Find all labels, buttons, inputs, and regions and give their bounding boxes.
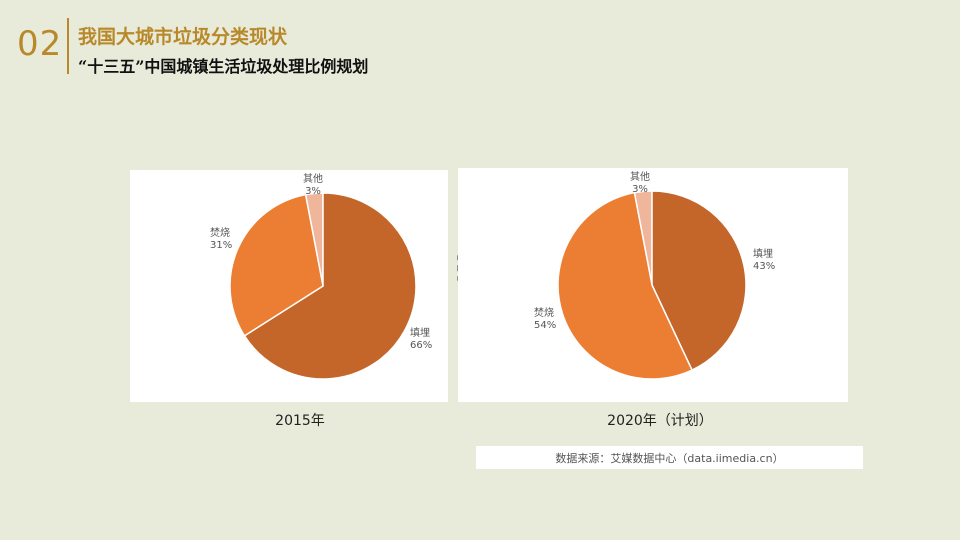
slice-label-焚烧: 焚烧 xyxy=(534,306,554,319)
slice-value-其他: 3% xyxy=(305,186,321,197)
pie-slice-填埋 xyxy=(651,190,747,372)
title-divider xyxy=(67,18,69,74)
chart-caption-2015: 2015年 xyxy=(275,413,325,429)
slice-value-其他: 3% xyxy=(632,184,648,195)
slide-number: 02 xyxy=(17,24,63,64)
page-title: 我国大城市垃圾分类现状 xyxy=(78,26,288,48)
page-subtitle: “十三五”中国城镇生活垃圾处理比例规划 xyxy=(78,57,369,76)
slice-value-填埋: 43% xyxy=(753,261,775,272)
chart-caption-2020: 2020年（计划） xyxy=(607,413,713,429)
slice-label-焚烧: 焚烧 xyxy=(210,226,230,239)
data-source-note: 数据来源：艾媒数据中心（data.iimedia.cn） xyxy=(476,446,863,469)
slice-label-填埋: 填埋 xyxy=(753,247,773,260)
pie-slice-焚烧 xyxy=(557,191,694,380)
slice-label-其他: 其他 xyxy=(630,170,650,183)
chart-panel-2020: 其他 3% 填埋 43% 焚烧 54% xyxy=(458,168,848,402)
slice-label-其他: 其他 xyxy=(303,172,323,185)
slice-value-焚烧: 54% xyxy=(534,320,556,331)
slice-value-焚烧: 31% xyxy=(210,240,232,251)
slice-value-填埋: 66% xyxy=(410,340,432,351)
chart-panel-2015: 其他 3% 焚烧 31% 填埋 66% xyxy=(130,170,448,402)
pie-slice-填埋 xyxy=(243,192,417,380)
pie-slice-焚烧 xyxy=(229,193,324,337)
slice-label-填埋: 填埋 xyxy=(410,326,430,339)
